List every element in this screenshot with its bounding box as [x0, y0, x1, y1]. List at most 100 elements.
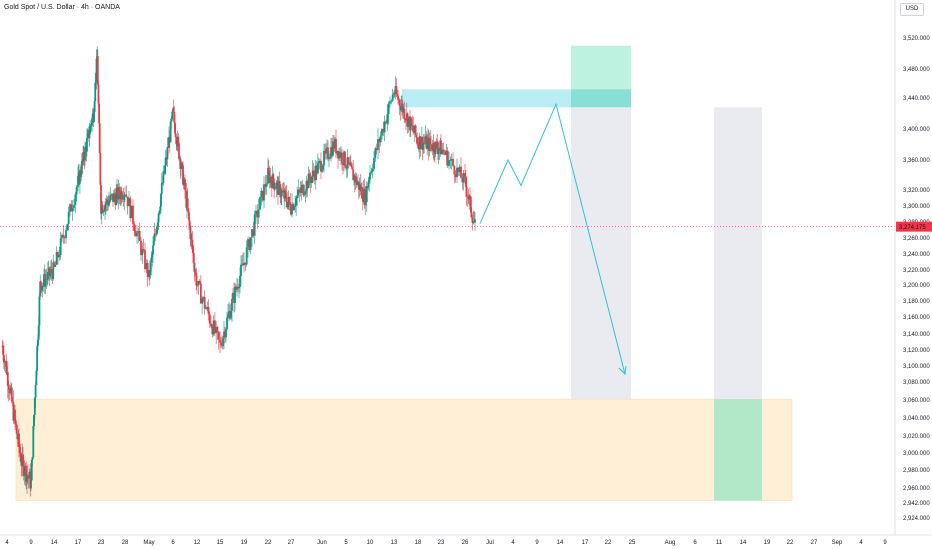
candle-body — [48, 267, 51, 276]
candle-body — [195, 272, 198, 286]
time-tick-label: 22 — [605, 540, 612, 546]
currency-button[interactable]: USD — [900, 3, 924, 16]
candle-body — [174, 122, 176, 134]
candle-body — [14, 420, 17, 425]
price-tick-label: 3,060.000 — [903, 398, 930, 404]
zone-long-target — [714, 399, 762, 501]
candle-body — [53, 262, 55, 267]
candle-body — [283, 190, 286, 199]
candle-body — [430, 144, 433, 150]
candle-body — [189, 226, 192, 239]
candle-body — [50, 269, 53, 274]
price-tick-label: 3,020.000 — [903, 434, 930, 440]
candle-body — [30, 459, 33, 481]
candle-body — [285, 193, 288, 202]
candle-body — [239, 275, 241, 287]
candle-body — [142, 249, 145, 251]
candle-body — [298, 189, 301, 192]
candle-body — [238, 286, 240, 289]
candle-body — [219, 339, 221, 343]
candle-body — [44, 279, 47, 287]
candle-body — [184, 189, 187, 191]
candle-body — [54, 264, 57, 267]
time-tick-label: 25 — [629, 540, 636, 546]
zone-long-risk — [714, 107, 762, 400]
candle-body — [98, 123, 101, 154]
candle-body — [326, 147, 328, 150]
candle-body — [253, 214, 256, 236]
candle-body — [373, 158, 375, 169]
candle-body — [312, 170, 315, 174]
candle-body — [186, 198, 189, 209]
candle-body — [26, 475, 28, 483]
candle-body — [464, 176, 467, 187]
candle-body — [124, 194, 126, 196]
candle-body — [445, 150, 448, 155]
price-tick-label: 3,100.000 — [903, 364, 930, 370]
candle-body — [35, 370, 38, 386]
candle-body — [295, 198, 298, 206]
candle-body — [11, 401, 14, 403]
time-tick-label: 14 — [557, 540, 564, 546]
candle-body — [428, 138, 431, 151]
candle-body — [177, 136, 180, 144]
candle-body — [474, 219, 476, 223]
candle-body — [5, 361, 8, 374]
price-tick-label: 2,924.000 — [903, 516, 930, 522]
zone-target — [571, 45, 631, 90]
time-tick-label: 14 — [740, 540, 747, 546]
candle-body — [391, 94, 394, 101]
candle-body — [93, 112, 95, 123]
candle-body — [164, 157, 167, 166]
candle-body — [136, 232, 138, 237]
candle-body — [302, 184, 305, 196]
time-tick-label: 14 — [51, 540, 58, 546]
candle-body — [338, 151, 340, 159]
candle-body — [94, 82, 97, 102]
candle-body — [164, 165, 166, 174]
candle-body — [381, 128, 383, 136]
candle-body — [337, 150, 339, 159]
candle-body — [277, 181, 280, 195]
time-tick-label: 27 — [811, 540, 818, 546]
candle-body — [465, 186, 468, 197]
candle-body — [22, 454, 24, 461]
candle-body — [313, 173, 316, 181]
time-tick-label: 18 — [415, 540, 422, 546]
candle-body — [233, 292, 235, 303]
candle-body — [197, 281, 200, 286]
candle-body — [42, 282, 45, 286]
candle-body — [226, 317, 228, 330]
candle-body — [401, 103, 404, 113]
candle-body — [86, 138, 88, 152]
candle-body — [454, 174, 457, 178]
candle-body — [323, 150, 325, 166]
candle-body — [46, 278, 48, 280]
candle-body — [247, 239, 249, 248]
candle-body — [67, 211, 70, 225]
candle-body — [79, 170, 82, 175]
candle-body — [156, 226, 158, 234]
candle-body — [334, 138, 336, 149]
candle-body — [460, 166, 462, 179]
candle-body — [156, 222, 159, 227]
candle-body — [93, 101, 96, 113]
candle-body — [273, 182, 276, 190]
candle-body — [395, 86, 398, 95]
candle-body — [310, 176, 313, 183]
candle-body — [263, 184, 265, 201]
candle-body — [289, 202, 292, 211]
candle-body — [192, 248, 194, 253]
price-tick-label: 3,080.000 — [903, 380, 930, 386]
candle-body — [152, 245, 154, 255]
time-tick-label: May — [143, 540, 154, 546]
candle-body — [104, 203, 107, 205]
candle-body — [242, 263, 244, 266]
candle-body — [452, 158, 454, 166]
candle-body — [435, 141, 438, 143]
candle-body — [461, 178, 464, 183]
candle-body — [150, 257, 153, 263]
candle-body — [234, 286, 236, 303]
candle-body — [220, 342, 222, 346]
